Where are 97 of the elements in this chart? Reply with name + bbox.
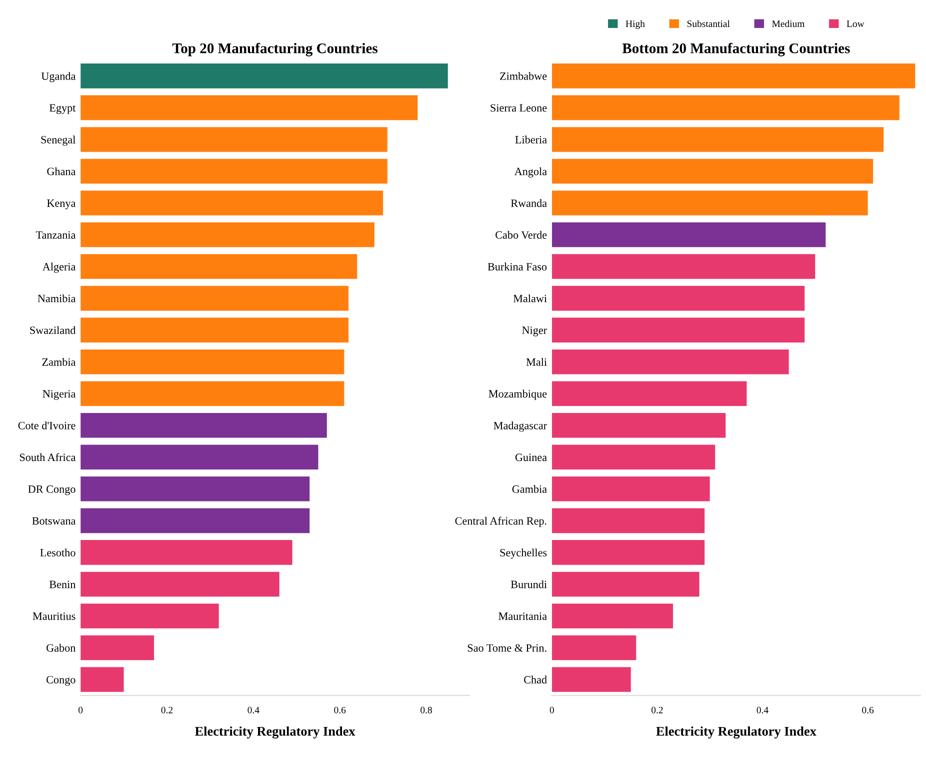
chart-title: Bottom 20 Manufacturing Countries (622, 42, 850, 56)
bar (80, 222, 374, 248)
bar (80, 604, 219, 628)
x-tick-label: 0.2 (651, 706, 663, 714)
y-tick-label: Algeria (42, 262, 76, 273)
bar (552, 508, 705, 534)
y-tick-label: Malawi (513, 294, 547, 302)
y-tick-label: Lesotho (40, 548, 76, 556)
bar (552, 349, 789, 374)
y-tick-label: Mozambique (488, 390, 547, 400)
y-tick-label: Cabo Verde (496, 230, 547, 239)
legend-label: Substantial (687, 20, 730, 28)
y-tick-label: Madagascar (494, 422, 547, 432)
y-tick-label: Tanzania (36, 231, 76, 239)
y-tick-label: Gambia (512, 485, 547, 493)
bar (552, 64, 916, 88)
bar (80, 286, 348, 311)
y-tick-label: Botswana (32, 517, 76, 525)
bar (80, 508, 310, 534)
bar (80, 381, 344, 406)
bar (552, 254, 816, 279)
bar (80, 476, 310, 502)
bar (80, 158, 388, 184)
bar (552, 95, 900, 120)
x-axis-title: Electricity Regulatory Index (656, 726, 816, 739)
bar (80, 444, 318, 470)
y-tick-label: Cote d'Ivoire (18, 422, 76, 430)
y-tick-label: Sierra Leone (490, 104, 547, 112)
bar (552, 381, 747, 406)
x-tick-label: 0 (78, 706, 83, 714)
y-tick-label: Zimbabwe (500, 72, 547, 80)
bar (552, 572, 700, 597)
y-tick-label: Swaziland (30, 326, 76, 334)
y-tick-label: Mali (526, 358, 547, 366)
y-tick-label: Seychelles (500, 548, 547, 559)
bar (552, 318, 805, 342)
y-tick-label: Sao Tome & Prin. (468, 644, 546, 652)
bar (552, 286, 805, 311)
bar (80, 95, 418, 120)
bar (80, 667, 124, 692)
y-tick-label: Congo (46, 676, 76, 686)
bar (552, 158, 874, 184)
y-tick-label: Guinea (515, 454, 547, 462)
y-tick-label: Angola (514, 167, 547, 178)
bar (552, 635, 636, 660)
x-axis-title: Electricity Regulatory Index (194, 726, 356, 739)
y-tick-label: Central African Rep. (455, 516, 546, 527)
y-tick-label: Egypt (49, 104, 76, 114)
bar (552, 127, 884, 152)
legend-label: Low (846, 20, 864, 28)
y-tick-label: Burundi (510, 580, 547, 588)
x-tick-label: 0.6 (334, 706, 346, 714)
bar (80, 349, 344, 374)
y-tick-label: Namibia (38, 294, 76, 302)
bar (552, 222, 826, 248)
x-tick-label: 0.6 (862, 706, 874, 714)
bar (552, 667, 631, 692)
legend-label: Medium (772, 20, 805, 28)
y-tick-label: Niger (522, 326, 547, 336)
bar (552, 412, 726, 438)
x-tick-label: 0.4 (248, 706, 260, 714)
bar (80, 190, 384, 216)
bar (80, 635, 154, 660)
x-tick-label: 0.4 (756, 706, 768, 714)
y-tick-label: Kenya (47, 200, 76, 210)
bar (80, 127, 388, 152)
x-tick-label: 0.8 (420, 706, 432, 714)
y-tick-label: Burkina Faso (488, 262, 547, 270)
y-tick-label: Zambia (42, 358, 76, 366)
bar (80, 572, 280, 597)
y-tick-label: South Africa (20, 453, 76, 462)
bar (552, 540, 705, 565)
x-tick-label: 0 (550, 706, 554, 714)
x-tick-label: 0.2 (161, 706, 173, 714)
y-tick-label: Liberia (515, 136, 547, 144)
y-tick-label: Benin (49, 580, 76, 588)
legend-label: High (626, 20, 645, 30)
bar (80, 64, 448, 88)
bar (80, 540, 292, 565)
y-tick-label: Mauritania (498, 612, 547, 620)
bar (552, 604, 673, 628)
y-tick-label: Uganda (41, 72, 76, 82)
bar (552, 190, 868, 216)
y-tick-label: Chad (524, 676, 547, 684)
bar (80, 318, 348, 342)
y-tick-label: Mauritius (32, 612, 76, 620)
bar (80, 254, 358, 279)
bar (552, 476, 710, 502)
y-tick-label: Gabon (46, 644, 76, 652)
y-tick-label: Ghana (47, 167, 76, 176)
y-tick-label: Senegal (41, 136, 76, 146)
y-tick-label: Rwanda (510, 199, 547, 207)
y-tick-label: Nigeria (42, 390, 76, 400)
y-tick-label: DR Congo (28, 485, 76, 496)
chart-title: Top 20 Manufacturing Countries (172, 42, 378, 56)
bar (552, 444, 716, 470)
bar (80, 412, 327, 438)
